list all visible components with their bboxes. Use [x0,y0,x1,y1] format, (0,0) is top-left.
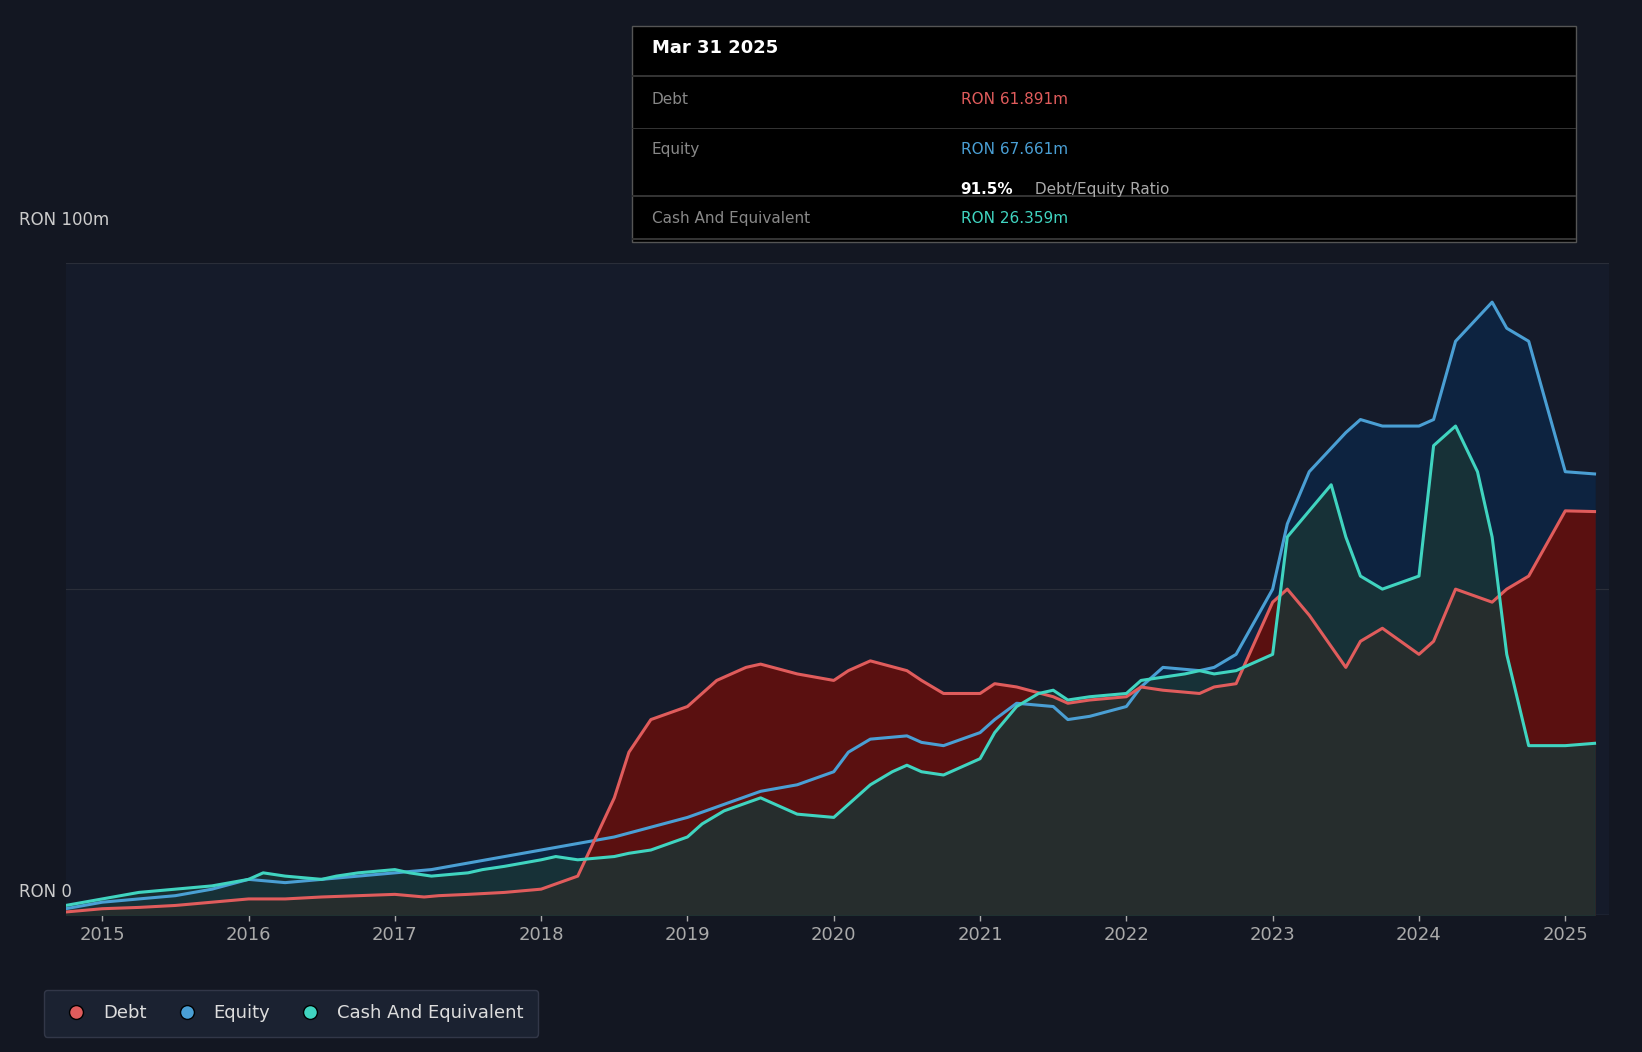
Text: Mar 31 2025: Mar 31 2025 [652,39,778,57]
Text: RON 100m: RON 100m [20,210,110,229]
Text: Debt: Debt [652,92,690,106]
Text: Equity: Equity [652,142,699,157]
Legend: Debt, Equity, Cash And Equivalent: Debt, Equity, Cash And Equivalent [44,990,539,1036]
Text: RON 61.891m: RON 61.891m [961,92,1067,106]
Text: Debt/Equity Ratio: Debt/Equity Ratio [1030,182,1169,197]
Text: RON 26.359m: RON 26.359m [961,211,1067,226]
Text: Cash And Equivalent: Cash And Equivalent [652,211,810,226]
Text: RON 0: RON 0 [20,883,72,901]
Text: RON 67.661m: RON 67.661m [961,142,1067,157]
Text: 91.5%: 91.5% [961,182,1013,197]
